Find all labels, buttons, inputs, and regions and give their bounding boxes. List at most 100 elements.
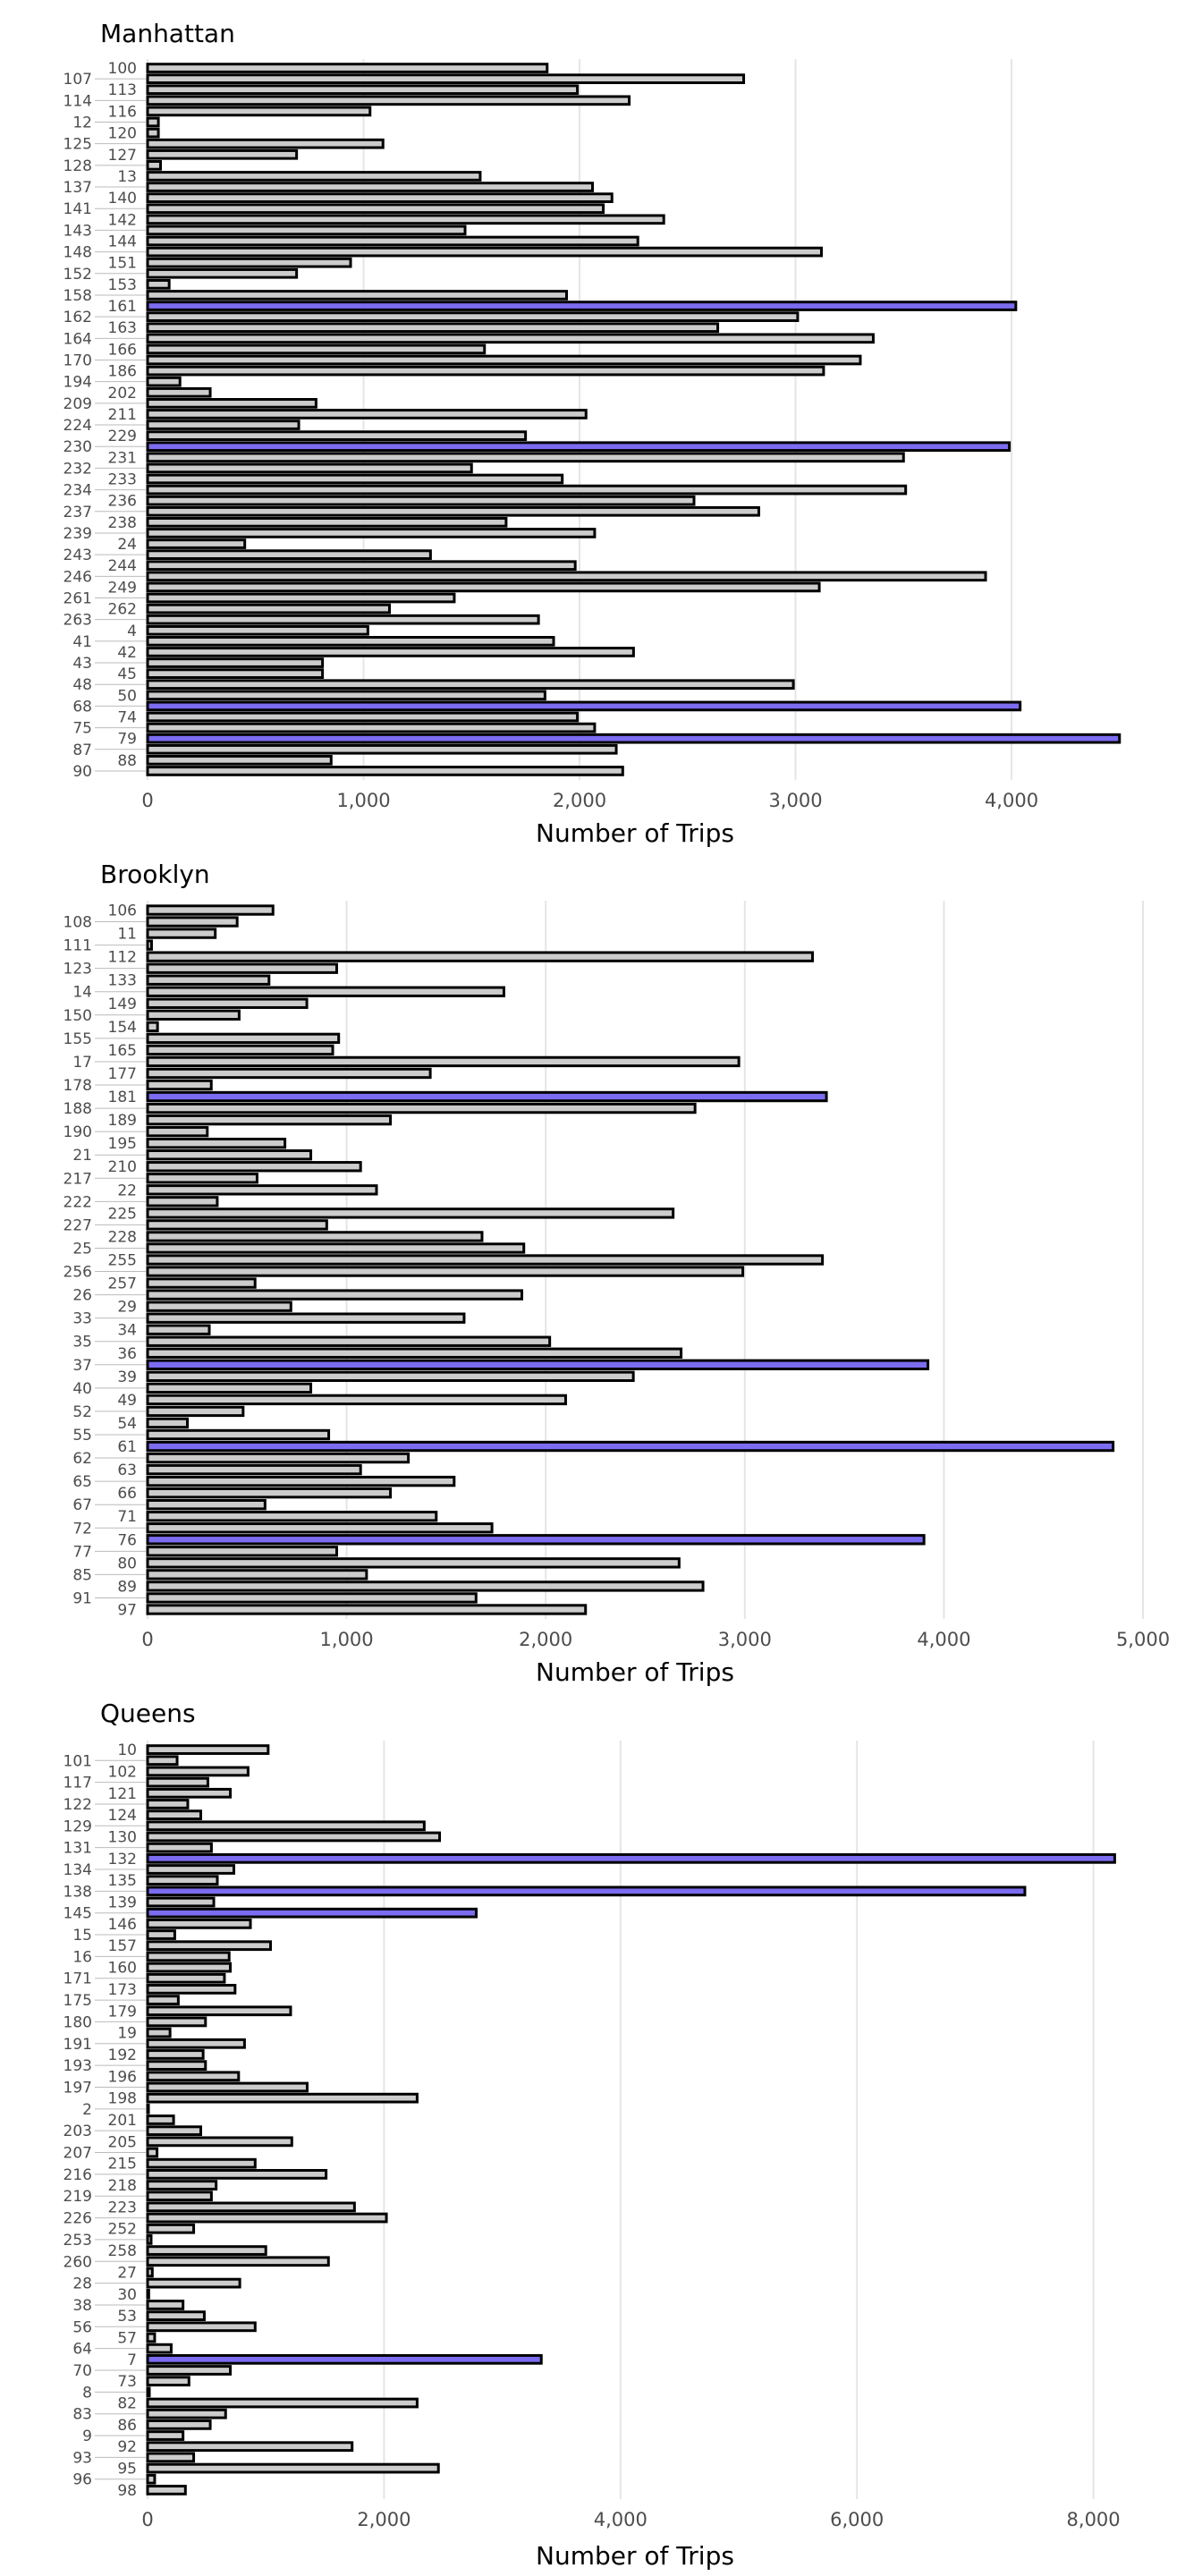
- bar: [146, 2136, 293, 2148]
- x-tick-label: 2,000: [357, 2509, 411, 2530]
- y-tick-label: 178: [63, 1077, 92, 1095]
- bar: [146, 2485, 187, 2496]
- y-tick-label: 170: [63, 352, 92, 370]
- y-tick-label: 86: [117, 2417, 137, 2435]
- bar: [146, 668, 325, 679]
- bar: [146, 614, 540, 625]
- bar: [146, 904, 275, 916]
- y-tick-label: 252: [108, 2221, 137, 2239]
- y-tick-label: 61: [117, 1438, 137, 1456]
- bar: [146, 1864, 236, 1875]
- y-tick-label: 192: [108, 2046, 137, 2064]
- bar: [146, 214, 665, 225]
- y-tick-label: 196: [108, 2068, 137, 2086]
- bar: [146, 1452, 411, 1464]
- bar: [146, 2005, 292, 2017]
- y-tick-label: 100: [108, 60, 137, 78]
- bar: [146, 1972, 226, 1984]
- bar: [146, 1009, 241, 1021]
- y-tick-label: 30: [117, 2286, 137, 2304]
- bar: [146, 505, 760, 517]
- y-tick-label: 33: [72, 1310, 92, 1328]
- bar: [146, 1137, 287, 1149]
- y-tick-label: 11: [117, 926, 137, 944]
- y-tick-label: 87: [72, 741, 92, 759]
- y-tick-label: 49: [117, 1392, 137, 1410]
- x-axis-title: Number of Trips: [536, 818, 734, 848]
- bar: [146, 2310, 206, 2322]
- bar: [146, 1254, 825, 1266]
- bar: [146, 1394, 567, 1406]
- y-tick-label: 80: [117, 1555, 137, 1572]
- y-tick-label: 72: [72, 1520, 92, 1538]
- y-tick-label: 127: [108, 147, 137, 165]
- y-tick-label: 35: [72, 1334, 92, 1352]
- bar: [146, 160, 162, 171]
- y-tick-label: 95: [117, 2461, 137, 2479]
- bar: [146, 1896, 216, 1908]
- bar: [146, 2343, 173, 2354]
- bar: [146, 1021, 159, 1033]
- bar: [146, 2049, 205, 2060]
- bar: [146, 1055, 741, 1068]
- y-tick-label: 28: [72, 2275, 92, 2293]
- x-tick-label: 8,000: [1067, 2509, 1121, 2530]
- bar: [146, 1831, 442, 1843]
- panel-title: Queens: [100, 1699, 196, 1728]
- y-tick-label: 113: [108, 81, 137, 99]
- bar: [146, 419, 300, 430]
- x-tick-label: 1,000: [320, 1629, 374, 1650]
- y-tick-label: 233: [108, 471, 137, 489]
- bar: [146, 986, 505, 997]
- y-tick-label: 111: [63, 937, 92, 955]
- bar: [146, 1125, 209, 1138]
- bar: [146, 1405, 245, 1418]
- bar: [146, 1173, 258, 1184]
- y-tick-label: 261: [63, 590, 92, 608]
- bar: [146, 235, 639, 247]
- bar: [146, 1776, 209, 1788]
- highlighted-bar: [146, 1852, 1116, 1864]
- bar: [146, 1592, 478, 1604]
- bar: [146, 2223, 196, 2234]
- bar: [146, 2300, 185, 2310]
- x-tick-label: 1,000: [336, 790, 390, 811]
- y-tick-label: 10: [117, 1741, 137, 1759]
- bar: [146, 1289, 523, 1301]
- bar: [146, 1032, 341, 1045]
- y-tick-label: 224: [63, 417, 92, 435]
- bar: [146, 386, 212, 398]
- bar: [146, 690, 546, 701]
- y-tick-label: 263: [63, 612, 92, 630]
- y-tick-label: 195: [108, 1135, 137, 1153]
- bar: [146, 2201, 356, 2213]
- bar: [146, 430, 528, 441]
- y-tick-label: 166: [108, 341, 137, 359]
- y-tick-label: 232: [63, 460, 92, 478]
- y-tick-label: 102: [108, 1763, 137, 1781]
- bar: [146, 2092, 419, 2104]
- y-tick-label: 34: [117, 1322, 137, 1340]
- bar: [146, 2332, 157, 2343]
- bar: [146, 2386, 151, 2398]
- chart-brooklyn: 0 1,000 2,000 3,000 4,000 5,00010610811111112…: [63, 901, 1170, 1650]
- y-tick-label: 262: [108, 601, 137, 619]
- y-tick-label: 123: [63, 961, 92, 979]
- bar: [146, 1382, 313, 1394]
- y-tick-label: 258: [108, 2242, 137, 2260]
- y-tick-label: 98: [117, 2482, 137, 2500]
- bar: [146, 2430, 185, 2441]
- bar: [146, 2441, 354, 2453]
- bar: [146, 581, 821, 593]
- bar: [146, 354, 862, 366]
- bar: [146, 2245, 267, 2256]
- highlighted-bar: [146, 441, 1012, 453]
- x-axis-title: Number of Trips: [536, 1657, 734, 1687]
- y-tick-label: 83: [72, 2406, 92, 2424]
- y-tick-label: 211: [108, 406, 137, 424]
- bar: [146, 2016, 207, 2028]
- bar: [146, 2157, 257, 2169]
- highlighted-bar: [146, 301, 1018, 311]
- y-tick-label: 177: [108, 1065, 137, 1083]
- highlighted-bar: [146, 700, 1022, 712]
